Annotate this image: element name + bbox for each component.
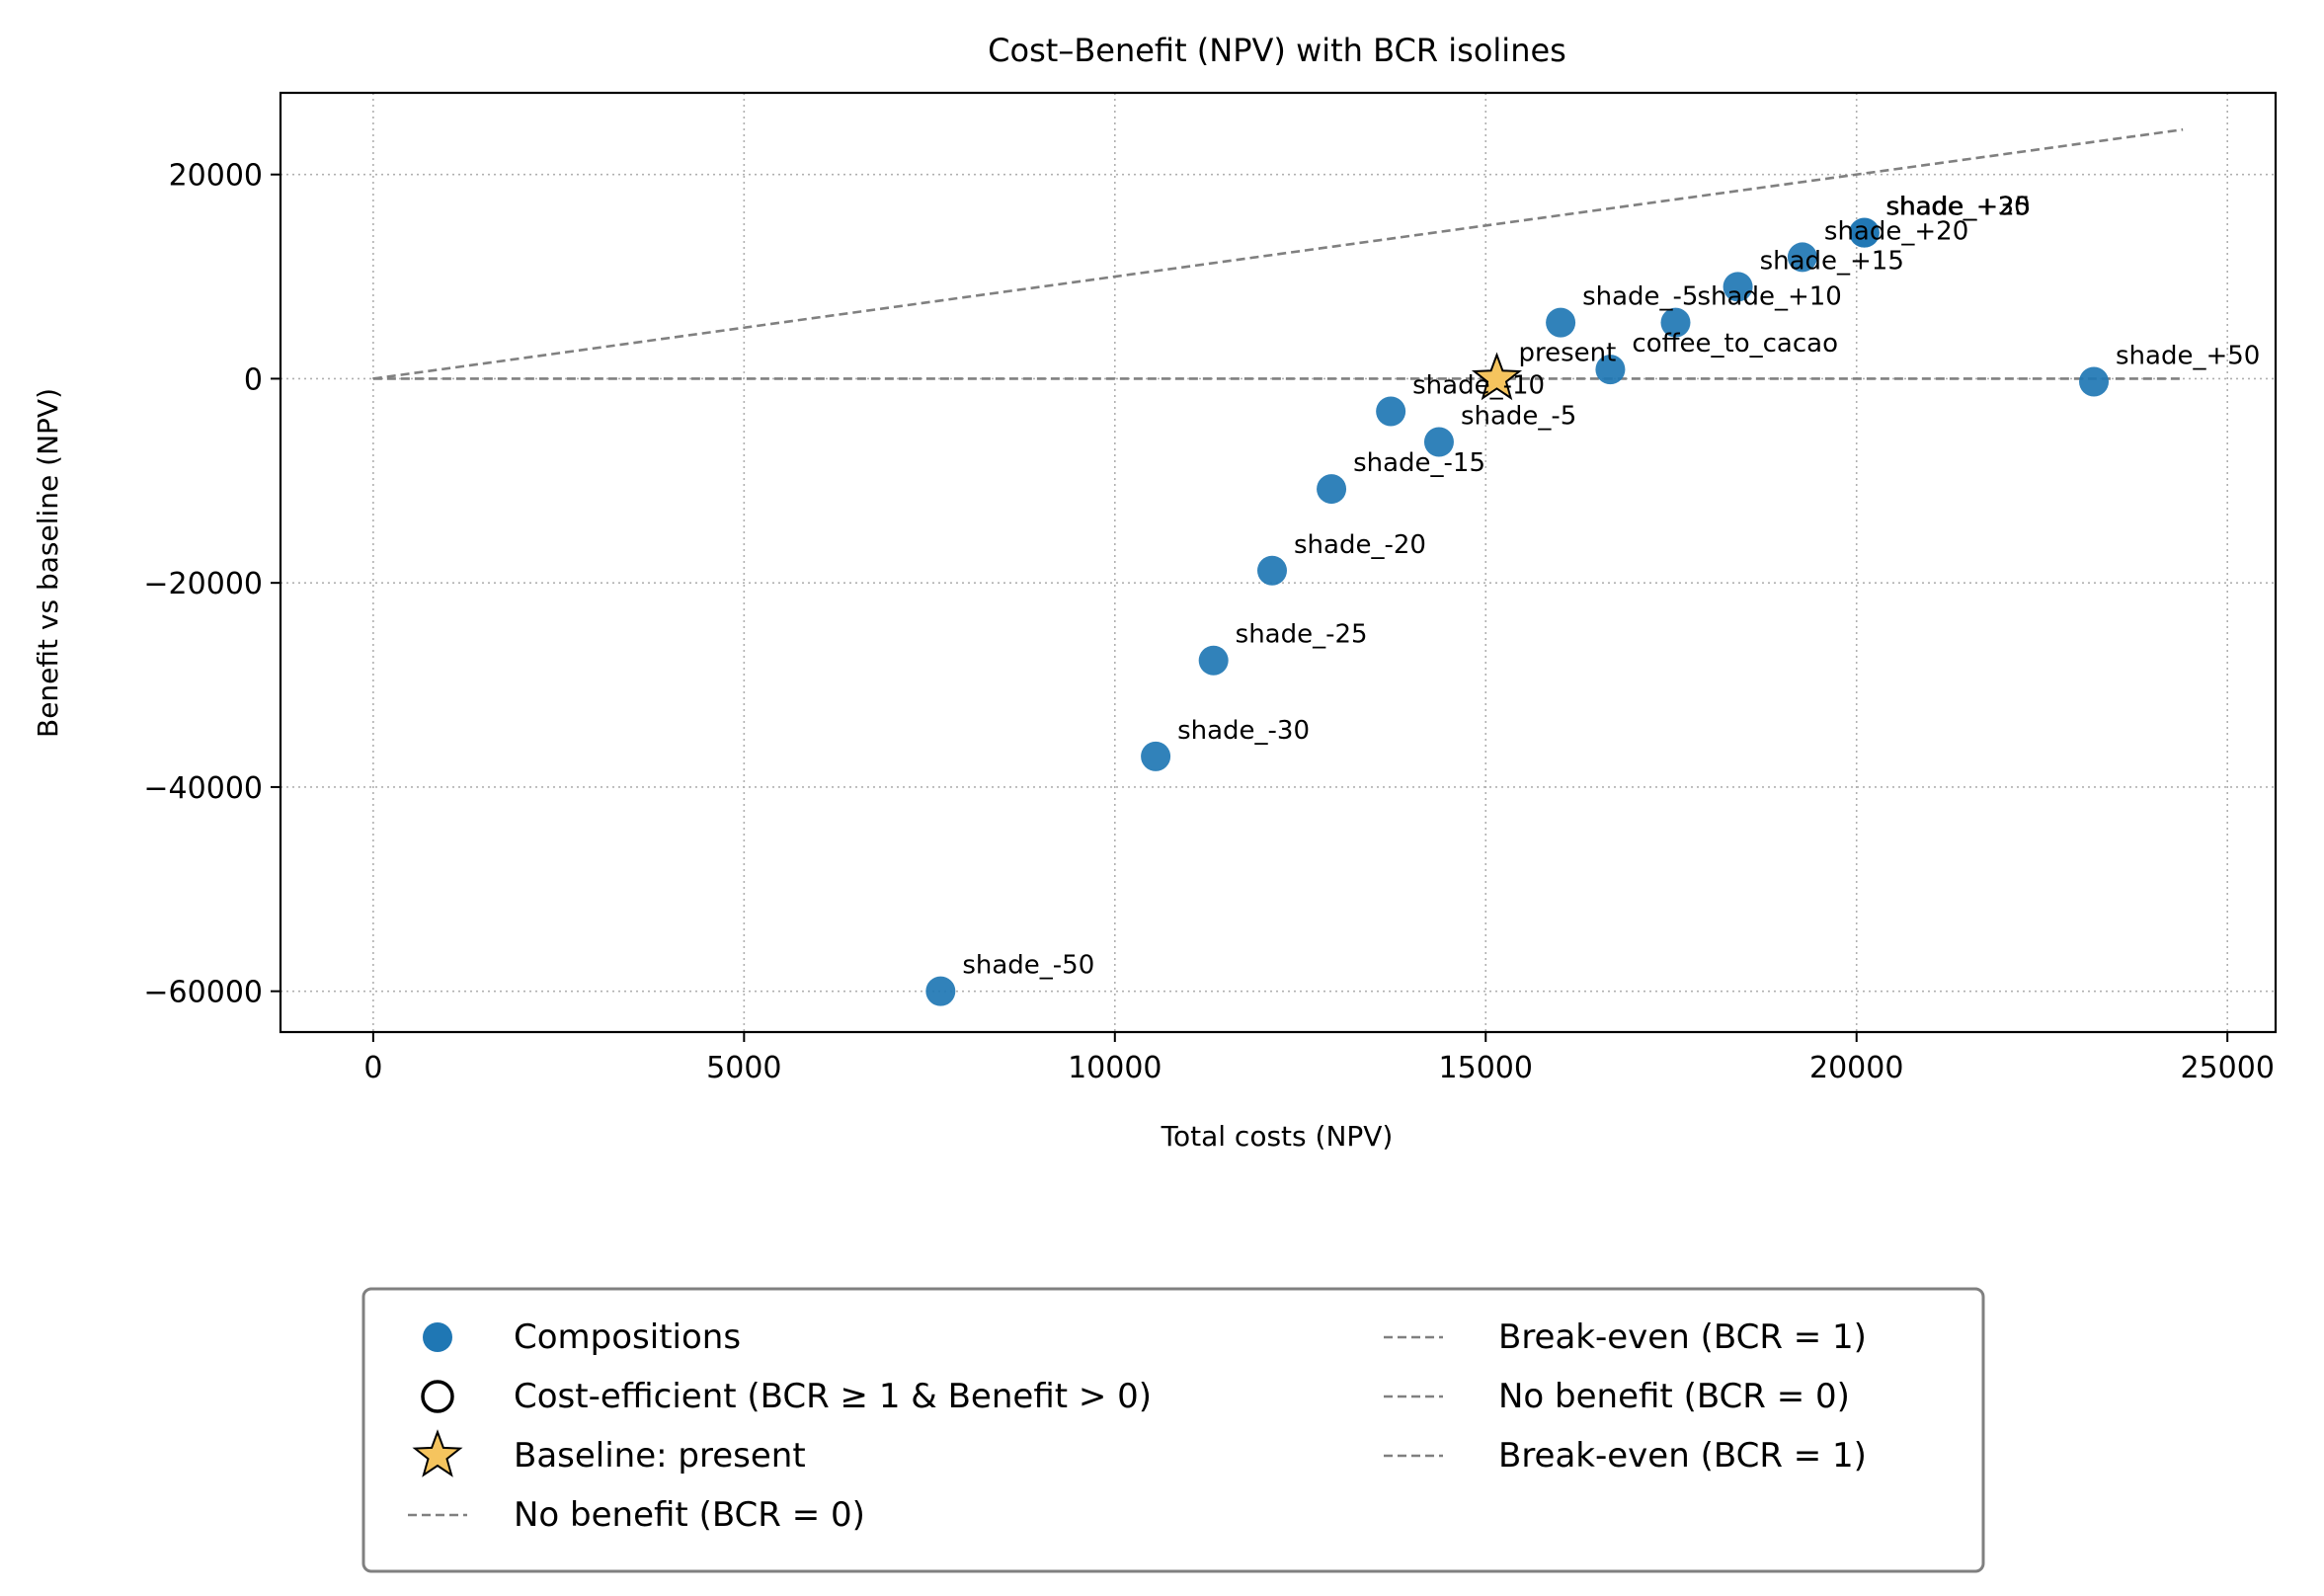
composition-point [1141,741,1171,771]
point-label: shade_-5 [1461,402,1576,432]
legend-label: Baseline: present [514,1436,806,1476]
point-label: shade_+25 [1886,193,2031,222]
legend-label: Compositions [514,1317,741,1357]
plot-frame [279,91,2278,1034]
y-tick-label: −60000 [143,976,263,1010]
chart-title: Cost–Benefit (NPV) with BCR isolines [988,32,1566,69]
point-label: shade_-15 [1353,448,1485,478]
x-axis-label: Total costs (NPV) [1161,1120,1394,1153]
composition-point [1546,307,1576,338]
composition-point [1723,272,1753,302]
legend-box [361,1287,1985,1573]
point-label: shade_+15 [1760,246,1904,276]
legend: Compositions Cost-efficient (BCR ≥ 1 & Be… [361,1287,1985,1573]
point-label: coffee_to_cacao [1632,329,1838,359]
y-tick-label: −40000 [143,771,263,806]
legend-items: Compositions Cost-efficient (BCR ≥ 1 & Be… [408,1317,1867,1535]
composition-point [1198,645,1229,676]
composition-point [1317,474,1347,505]
point-label: present [1519,338,1617,367]
composition-point [1376,396,1406,427]
y-tick-label: 20000 [169,159,263,194]
point-label: shade_-30 [1177,716,1310,746]
point-label: shade_-10 [1412,371,1545,401]
y-tick-label: −20000 [143,567,263,601]
legend-label: Break-even (BCR = 1) [1498,1317,1867,1357]
data-points [925,217,2110,1006]
point-label: shade_-20 [1294,530,1426,560]
point-label: shade_+30 [1885,193,2030,222]
composition-point [1660,307,1691,338]
point-label: shade_+50 [2116,342,2260,371]
point-label: shade_-5 [1582,282,1698,312]
legend-star-marker [412,1429,463,1477]
legend-dot-marker [423,1322,452,1352]
composition-point [1595,355,1626,385]
break-even-isoline [372,127,2184,380]
x-tick-label: 20000 [1809,1051,1903,1085]
x-tick-label: 15000 [1439,1051,1533,1085]
point-label: shade_-25 [1236,620,1368,650]
point-label: shade_+20 [1824,216,1968,246]
x-tick-label: 25000 [2180,1051,2274,1085]
composition-point [1849,217,1880,248]
x-tick-label: 0 [363,1051,382,1085]
point-label: shade_-50 [962,951,1094,981]
y-axis-ticks: −60000 −40000 −20000 0 20000 [143,159,280,1010]
composition-point [1423,427,1454,457]
isolines [372,127,2184,380]
legend-ring-marker [421,1380,454,1413]
x-tick-label: 5000 [706,1051,781,1085]
composition-point [2079,366,2110,397]
composition-point [925,976,956,1006]
x-tick-label: 10000 [1068,1051,1162,1085]
composition-point [1256,555,1287,586]
legend-label: Cost-efficient (BCR ≥ 1 & Benefit > 0) [514,1377,1152,1416]
legend-label: No benefit (BCR = 0) [514,1495,865,1535]
legend-label: No benefit (BCR = 0) [1498,1377,1850,1416]
composition-point [1787,242,1817,273]
legend-label: Break-even (BCR = 1) [1498,1436,1867,1476]
point-label: shade_+10 [1697,282,1841,312]
y-axis-label: Benefit vs baseline (NPV) [32,388,64,738]
baseline-star-marker [1471,352,1523,401]
y-tick-label: 0 [244,362,263,397]
point-labels: shade_-50 shade_-30 shade_-25 shade_-20 shad… [962,193,2260,981]
x-axis-ticks: 0 5000 10000 15000 20000 25000 [363,1032,2275,1085]
